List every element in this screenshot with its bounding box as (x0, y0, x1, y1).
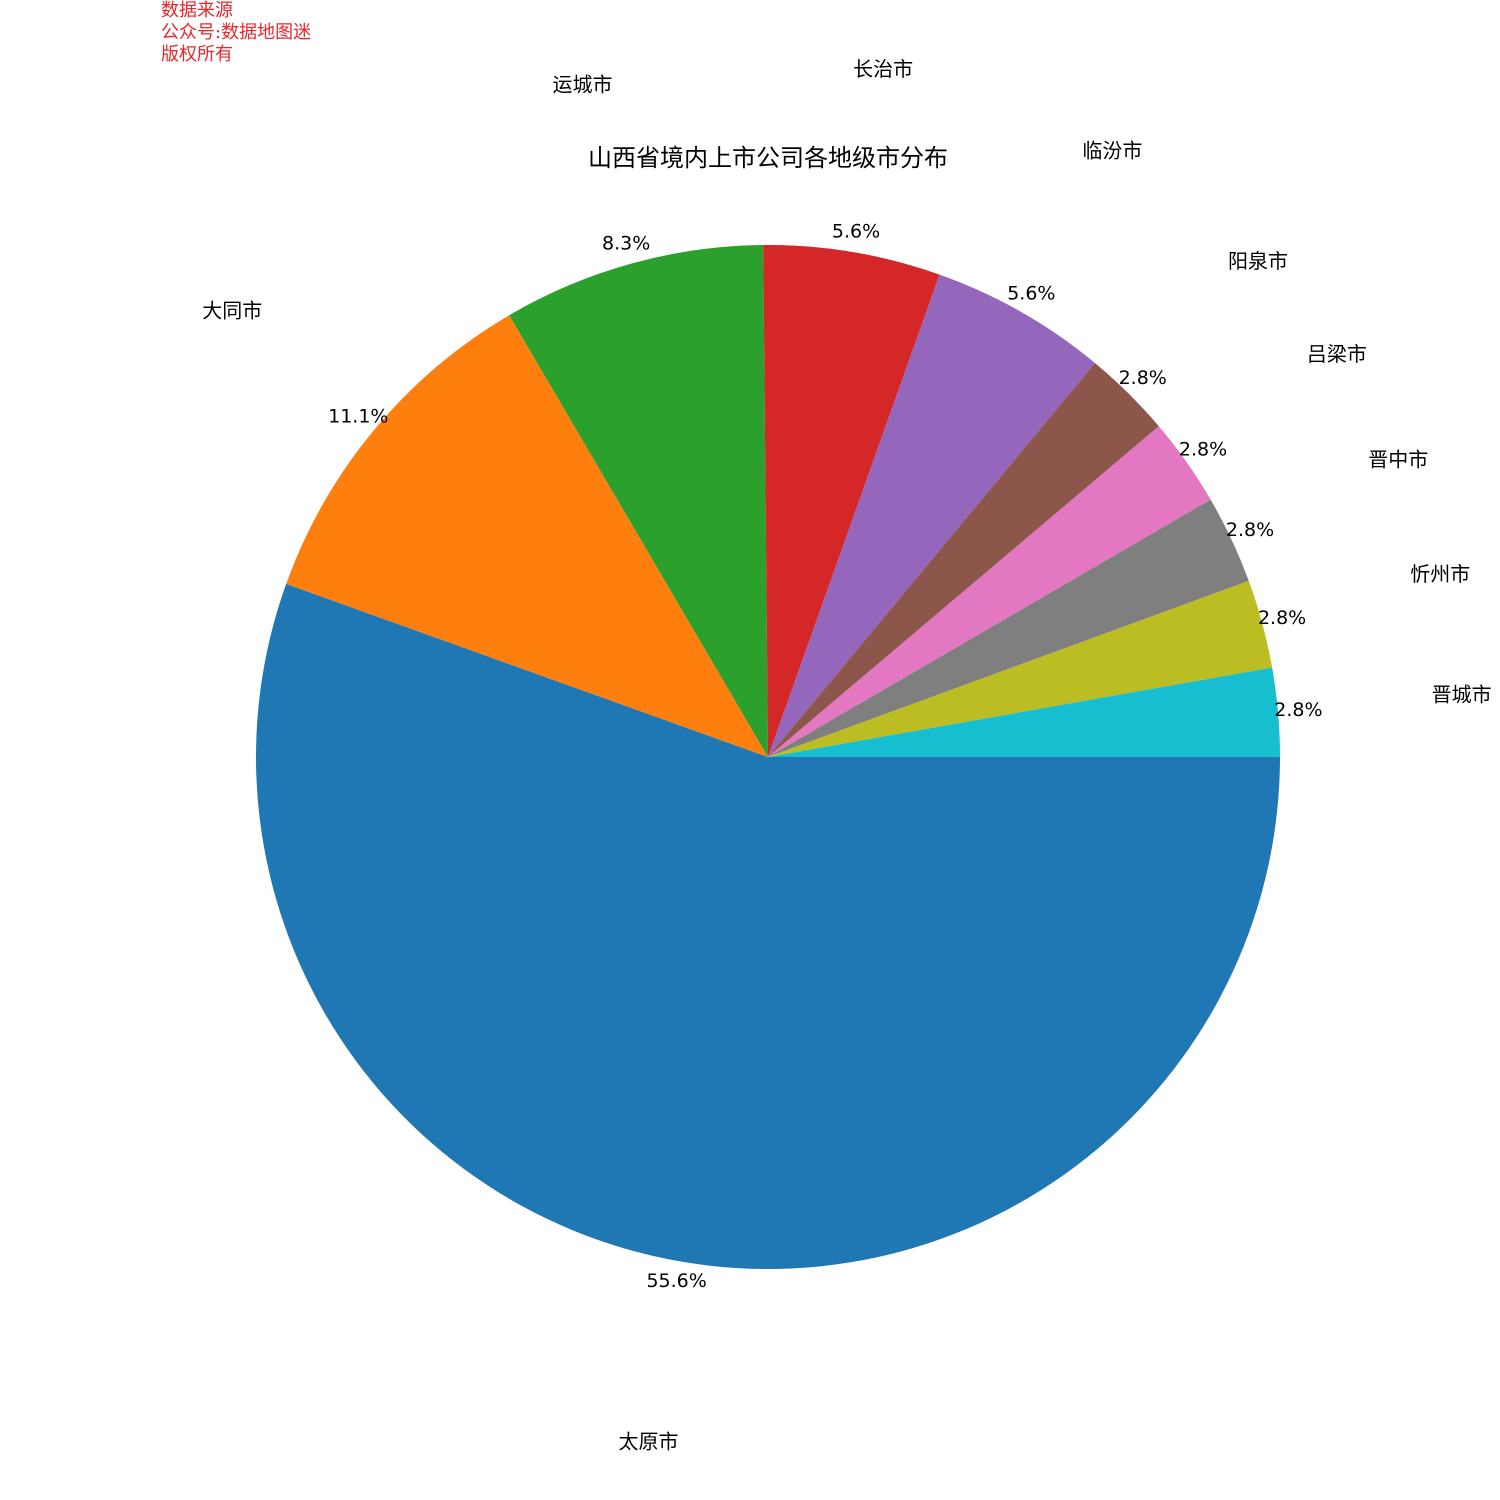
chart-title: 山西省境内上市公司各地级市分布 (588, 144, 948, 172)
pie-slice-8 (768, 499, 1249, 757)
pie-slice-6 (768, 363, 1159, 757)
pie-percent-label: 2.8% (1119, 367, 1167, 389)
pie-slice-5 (768, 274, 1096, 757)
pie-category-label: 吕梁市 (1307, 342, 1367, 366)
pie-category-label: 太原市 (619, 1429, 679, 1453)
pie-percent-label: 2.8% (1226, 519, 1274, 541)
pie-percent-label: 5.6% (1007, 283, 1055, 305)
pie-percent-label: 2.8% (1179, 438, 1227, 460)
pie-percent-label: 2.8% (1274, 699, 1322, 721)
pie-category-label: 长治市 (853, 57, 913, 81)
watermark-line-source: 数据来源 (161, 0, 233, 21)
pie-category-label: 晋城市 (1432, 682, 1492, 706)
pie-slice-4 (763, 244, 940, 757)
pie-percent-label: 2.8% (1258, 607, 1306, 629)
pie-slice-7 (768, 426, 1211, 757)
pie-category-label: 晋中市 (1368, 448, 1428, 472)
pie-category-label: 运城市 (553, 72, 613, 96)
watermark: 数据来源 公众号:数据地图迷 版权所有 (161, 0, 311, 66)
watermark-line-account: 公众号:数据地图迷 (161, 22, 312, 43)
pie-slice-2 (286, 315, 768, 757)
pie-category-label: 临汾市 (1082, 138, 1142, 162)
watermark-line-copyright: 版权所有 (161, 44, 233, 65)
pie-percent-label: 55.6% (646, 1270, 706, 1292)
pie-category-label: 忻州市 (1410, 562, 1470, 586)
pie-slices (255, 244, 1280, 1270)
pie-percent-label: 11.1% (328, 405, 388, 427)
pie-slice-1 (255, 583, 1280, 1270)
pie-category-label: 阳泉市 (1228, 249, 1288, 273)
pie-slice-10 (768, 667, 1280, 757)
pie-percent-label: 5.6% (832, 220, 880, 242)
pie-labels: 55.6% 太原市 11.1% 大同市 8.3% 运城市 5.6% 长治市 5.6% 临汾市 2.8… (202, 57, 1491, 1454)
pie-category-label: 大同市 (202, 299, 262, 323)
pie-percent-label: 8.3% (602, 232, 650, 254)
pie-slice-3 (509, 245, 768, 757)
pie-slice-9 (768, 580, 1273, 757)
